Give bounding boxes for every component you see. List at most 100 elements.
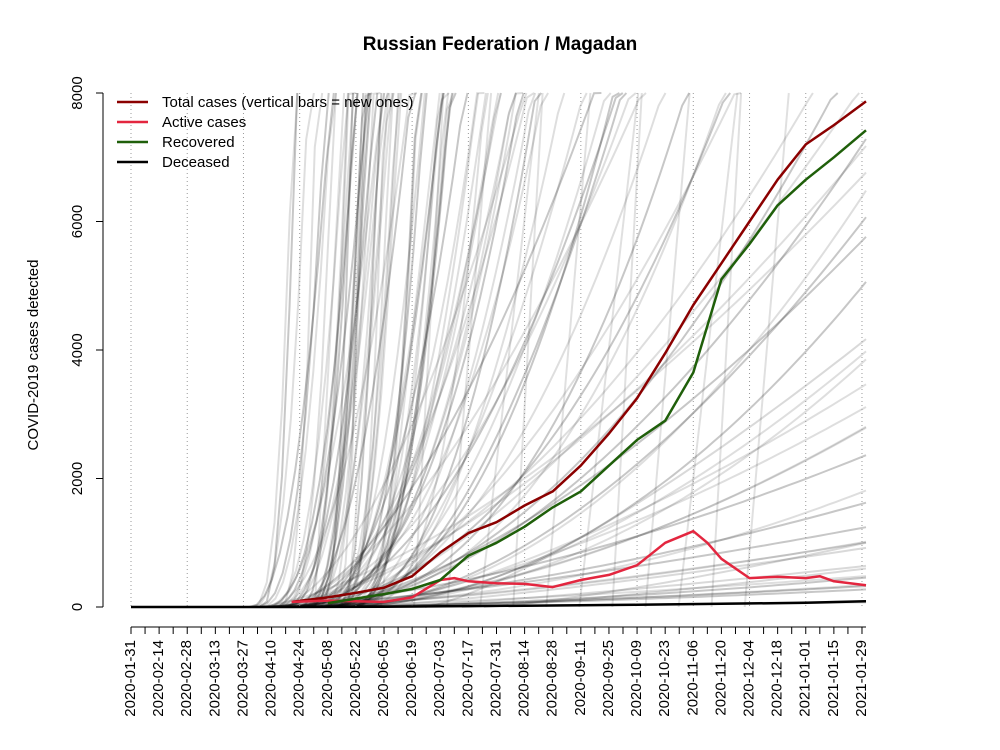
legend-label: Deceased xyxy=(162,154,230,171)
comparison-line xyxy=(248,92,335,608)
comparison-line xyxy=(300,92,839,608)
x-tick-label: 2020-04-10 xyxy=(263,640,280,717)
comparison-line xyxy=(274,92,549,608)
series-line-3 xyxy=(131,599,867,609)
comparison-line xyxy=(255,171,867,608)
comparison-line xyxy=(351,92,423,608)
comparison-line xyxy=(313,138,867,608)
comparison-line xyxy=(277,92,500,608)
x-tick-label: 2020-05-22 xyxy=(347,640,364,717)
x-tick-label: 2020-04-24 xyxy=(291,640,308,717)
y-tick-label: 0 xyxy=(69,603,86,611)
comparison-line xyxy=(298,92,371,608)
x-tick-label: 2020-06-05 xyxy=(375,640,392,717)
x-tick-label: 2020-07-03 xyxy=(431,640,448,717)
comparison-line xyxy=(350,383,867,608)
comparison-line xyxy=(483,541,867,608)
comparison-line xyxy=(354,92,445,608)
comparison-line xyxy=(318,92,354,608)
comparison-line xyxy=(283,92,525,608)
comparison-line xyxy=(322,92,426,608)
comparison-line xyxy=(263,92,386,608)
x-tick-label: 2021-01-15 xyxy=(825,640,842,717)
comparison-line xyxy=(266,540,867,608)
x-tick-label: 2020-10-23 xyxy=(656,640,673,717)
x-tick-label: 2020-03-27 xyxy=(234,640,251,717)
series-line-0 xyxy=(291,100,867,604)
comparison-line xyxy=(336,92,537,608)
x-axis: 2020-01-31 2020-02-14 2020-02-28 2020-03-13… xyxy=(122,626,870,717)
comparison-line xyxy=(322,358,867,608)
comparison-line xyxy=(424,338,867,608)
comparison-line xyxy=(311,236,867,608)
comparison-line xyxy=(307,92,365,608)
comparison-line xyxy=(271,92,355,608)
y-axis-label: COVID-2019 cases detected xyxy=(25,260,42,451)
comparison-line xyxy=(346,216,867,608)
comparison-line xyxy=(258,92,299,608)
comparison-line xyxy=(288,92,535,608)
x-tick-label: 2020-09-11 xyxy=(572,640,589,716)
comparison-line xyxy=(305,92,727,608)
comparison-line xyxy=(327,92,444,608)
comparison-line xyxy=(347,350,867,608)
legend-label: Recovered xyxy=(162,134,235,151)
comparison-line xyxy=(677,92,739,608)
comparison-line xyxy=(293,92,395,608)
x-tick-label: 2020-11-20 xyxy=(712,640,729,716)
comparison-line xyxy=(611,92,643,608)
comparison-line xyxy=(293,92,624,608)
vertical-grid xyxy=(130,93,863,607)
comparison-line xyxy=(347,92,628,608)
x-tick-label: 2020-10-09 xyxy=(628,640,645,717)
comparison-line xyxy=(251,92,299,608)
comparison-line xyxy=(332,92,394,608)
comparison-line xyxy=(446,92,493,608)
comparison-line xyxy=(350,92,423,608)
comparison-lines xyxy=(248,92,867,608)
comparison-line xyxy=(293,92,445,608)
x-tick-label: 2020-12-04 xyxy=(740,640,757,717)
y-tick-label: 4000 xyxy=(69,333,86,366)
comparison-line xyxy=(252,92,315,608)
comparison-line xyxy=(258,92,359,608)
comparison-line xyxy=(479,92,540,608)
comparison-line xyxy=(335,92,542,608)
x-tick-label: 2020-12-18 xyxy=(769,640,786,717)
comparison-line xyxy=(334,281,867,608)
x-tick-label: 2020-08-28 xyxy=(544,640,561,717)
comparison-line xyxy=(578,92,640,608)
comparison-line xyxy=(284,92,359,608)
comparison-line xyxy=(265,489,867,608)
x-tick-label: 2020-07-31 xyxy=(487,640,504,717)
comparison-line xyxy=(512,92,544,608)
series-line-1 xyxy=(291,529,867,604)
comparison-line xyxy=(269,145,867,608)
comparison-line xyxy=(743,92,790,608)
comparison-line xyxy=(293,92,417,608)
comparison-line xyxy=(348,92,480,608)
comparison-line xyxy=(379,92,441,608)
x-tick-label: 2020-03-13 xyxy=(206,640,223,717)
x-tick-label: 2021-01-29 xyxy=(853,640,870,717)
comparison-line xyxy=(315,92,503,608)
x-tick-label: 2020-11-06 xyxy=(684,640,701,716)
x-tick-label: 2021-01-01 xyxy=(797,640,814,717)
x-tick-label: 2020-02-14 xyxy=(150,640,167,717)
comparison-line xyxy=(260,92,337,608)
legend-label: Active cases xyxy=(162,114,246,131)
comparison-line xyxy=(277,92,324,608)
comparison-line xyxy=(266,92,350,608)
x-tick-label: 2020-09-25 xyxy=(600,640,617,717)
series-lines xyxy=(131,100,867,609)
series-line-2 xyxy=(327,129,867,605)
comparison-line xyxy=(413,92,445,608)
y-tick-label: 8000 xyxy=(69,76,86,109)
comparison-line xyxy=(304,92,390,608)
comparison-line xyxy=(325,92,428,608)
comparison-line xyxy=(373,564,867,608)
comparison-line xyxy=(272,92,370,608)
y-tick-label: 6000 xyxy=(69,205,86,238)
chart-title: Russian Federation / Magadan xyxy=(363,34,638,55)
